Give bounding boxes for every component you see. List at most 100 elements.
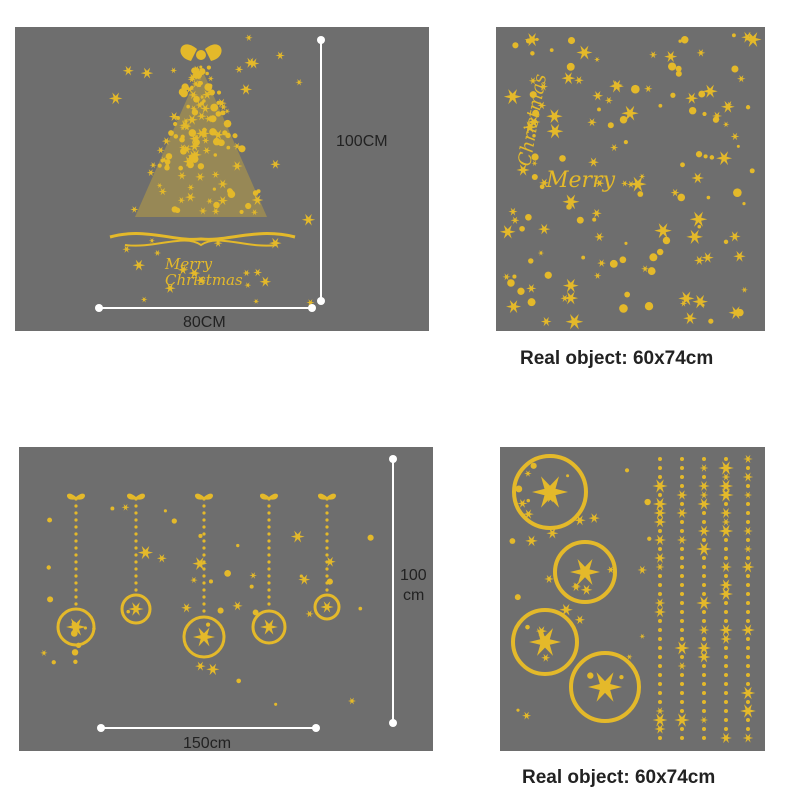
ornament-ball-icon (313, 593, 341, 621)
snowflake-icon (140, 296, 148, 303)
snowflake-icon (249, 572, 257, 579)
snowflake-icon (201, 90, 213, 100)
snowflake-icon (192, 65, 201, 73)
snowflake-icon (190, 576, 198, 584)
snowflake-icon (181, 603, 192, 613)
snowflake-icon (702, 84, 718, 98)
snowflake-icon (638, 173, 646, 180)
snowflake-icon (546, 528, 559, 539)
snowflake-icon (231, 161, 243, 171)
snowflake-icon (718, 479, 734, 493)
ornaments-height-label-1: 100 (400, 567, 427, 584)
snowflake-icon (270, 159, 281, 169)
snowflake-icon (728, 231, 741, 242)
snowflake-icon (694, 255, 705, 265)
top-sheet-caption: Real object: 60x74cm (520, 348, 714, 369)
snowflake-icon (192, 557, 208, 570)
snowflake-icon (217, 196, 228, 206)
snowflake-icon (689, 211, 708, 227)
snowflake-icon (242, 269, 251, 277)
snowflake-icon (679, 300, 688, 307)
snowflake-icon (546, 109, 563, 124)
snowflake-icon (654, 724, 666, 734)
snowflake-icon (156, 554, 167, 563)
snowflake-icon (66, 618, 86, 636)
bow-icon (67, 493, 85, 500)
snowflake-icon (206, 663, 220, 676)
snowflake-icon (260, 619, 278, 635)
snowflake-icon (528, 77, 538, 85)
snowflake-icon (179, 125, 186, 131)
snowflake-icon (524, 33, 540, 47)
snowflake-icon (187, 73, 198, 82)
snowflake-icon (652, 479, 668, 493)
snowflake-icon (179, 120, 191, 131)
snowflake-icon (718, 461, 734, 475)
snowflake-icon (251, 195, 264, 206)
snowflake-icon (510, 216, 520, 224)
snowflake-icon (132, 259, 146, 271)
snowflake-icon (522, 711, 532, 720)
snowflake-icon (177, 171, 187, 180)
snowflake-icon (743, 526, 753, 536)
snowflake-icon (541, 653, 551, 662)
snowflake-icon (609, 79, 624, 93)
snowflake-icon (502, 273, 511, 281)
snowflake-icon (698, 481, 710, 491)
snowflake-icon (196, 112, 207, 121)
snowflake-icon (244, 57, 257, 68)
sticker-sheet-top: Merry Christmas (496, 27, 765, 331)
snowflake-icon (159, 156, 168, 164)
snowflake-icon (233, 142, 242, 150)
snowflake-icon (721, 518, 731, 526)
snowflake-icon (207, 75, 214, 82)
snowflake-icon (641, 265, 650, 273)
snowflake-icon (516, 164, 530, 176)
snowflake-icon (198, 207, 208, 215)
snowflake-icon (108, 92, 123, 105)
snowflake-icon (700, 716, 708, 724)
snowflake-icon (527, 116, 541, 128)
snowflake-icon (743, 545, 753, 553)
snowflake-icon (195, 275, 207, 285)
snowflake-icon (592, 91, 604, 101)
snowflake-icon (247, 58, 260, 69)
snowflake-icon (199, 128, 210, 139)
snowflake-icon (718, 524, 734, 538)
snowflake-icon (156, 146, 165, 154)
snowflake-icon (195, 661, 206, 671)
snowflake-icon (212, 129, 224, 140)
snowflake-icon (728, 306, 744, 320)
snowflake-icon (539, 178, 550, 188)
snowflake-icon (730, 132, 740, 141)
snowflake-icon (158, 187, 167, 196)
snowflake-icon (202, 146, 211, 155)
snowflake-icon (216, 98, 227, 108)
snowflake-icon (574, 515, 586, 526)
merry-christmas-script: Merry (164, 255, 213, 273)
christmas-script: Christmas (514, 72, 551, 167)
snowflake-icon (40, 649, 48, 656)
snowflake-icon (588, 513, 600, 523)
snowflake-icon (733, 250, 746, 262)
snowflake-icon (535, 626, 548, 637)
merry-script: Merry (545, 168, 616, 193)
snowflake-icon (523, 121, 537, 133)
snowflake-icon (741, 286, 748, 293)
tree-height-label: 100CM (336, 133, 388, 150)
snowflake-icon (678, 291, 695, 306)
snowflake-icon (626, 654, 633, 660)
snowflake-icon (189, 149, 202, 160)
snowflake-icon (741, 624, 755, 636)
snowflake-icon (537, 250, 544, 256)
snowflake-icon (161, 137, 171, 145)
snowflake-icon (691, 172, 704, 184)
snowflake-icon (188, 268, 201, 279)
snowflake-icon (591, 208, 602, 218)
snowflake-icon (743, 454, 753, 464)
snowflake-icon (306, 299, 315, 307)
snowflake-icon (122, 65, 134, 76)
snowflake-icon (182, 122, 192, 131)
snowflake-icon (654, 598, 666, 608)
snowflake-icon (140, 67, 154, 79)
